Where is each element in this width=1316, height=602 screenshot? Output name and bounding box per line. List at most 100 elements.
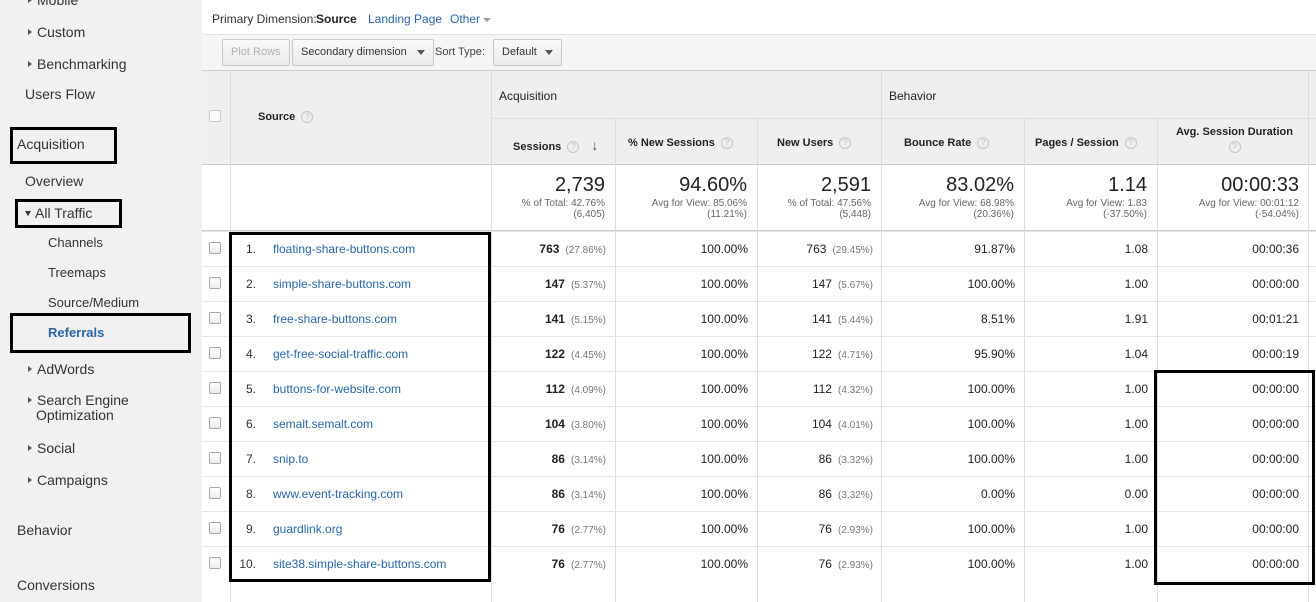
source-link[interactable]: get-free-social-traffic.com xyxy=(273,347,409,361)
nav-label: Overview xyxy=(25,173,84,189)
new-users-pct: (2.93%) xyxy=(837,560,873,571)
new-users-pct: (3.32%) xyxy=(837,490,873,501)
col-source-header[interactable]: Source? xyxy=(258,111,314,124)
nav-benchmarking[interactable]: Benchmarking xyxy=(28,56,127,72)
sessions-value: 76 xyxy=(551,557,565,571)
source-link[interactable]: guardlink.org xyxy=(273,522,343,536)
col-label: Pages / Session xyxy=(1035,137,1119,149)
col-sessions-header[interactable]: Sessions? ↓ xyxy=(513,137,599,154)
nav-label: Referrals xyxy=(48,325,105,340)
nav-all-traffic[interactable]: All Traffic xyxy=(25,205,92,221)
row-checkbox[interactable] xyxy=(209,347,221,359)
nav-adwords[interactable]: AdWords xyxy=(28,361,94,377)
summary-duration-note: Avg for View: 00:01:12 xyxy=(1198,198,1299,209)
summary-pages-total: (-37.50%) xyxy=(1103,209,1147,220)
nav-label: Users Flow xyxy=(25,86,96,102)
row-checkbox[interactable] xyxy=(209,242,221,254)
new-users-pct: (5.67%) xyxy=(837,280,873,291)
cell-pages: 1.00 xyxy=(1124,277,1148,291)
source-link[interactable]: free-share-buttons.com xyxy=(273,312,398,326)
nav-source-medium[interactable]: Source/Medium xyxy=(48,295,139,310)
source-link[interactable]: floating-share-buttons.com xyxy=(273,242,416,256)
row-checkbox[interactable] xyxy=(209,277,221,289)
nav-behavior[interactable]: Behavior xyxy=(17,522,72,538)
summary-new-sessions-note: Avg for View: 85.06% xyxy=(651,198,747,209)
source-link[interactable]: buttons-for-website.com xyxy=(273,382,402,396)
summary-duration: 00:00:33 xyxy=(1221,174,1299,196)
nav-conversions[interactable]: Conversions xyxy=(17,577,95,593)
cell-new-sessions: 100.00% xyxy=(700,487,748,501)
chevron-down-icon xyxy=(483,17,492,22)
plot-rows-button[interactable]: Plot Rows xyxy=(222,39,290,66)
cell-new-sessions: 100.00% xyxy=(700,522,748,536)
source-link[interactable]: snip.to xyxy=(273,452,309,466)
summary-pages-note: Avg for View: 1.83 xyxy=(1066,198,1147,209)
dimension-landing-page[interactable]: Landing Page xyxy=(368,12,443,26)
nav-label-line2: Optimization xyxy=(36,407,114,423)
new-users-value: 104 xyxy=(811,417,832,431)
help-icon[interactable]: ? xyxy=(720,137,733,150)
dimension-source[interactable]: Source xyxy=(316,12,357,26)
nav-acquisition[interactable]: Acquisition xyxy=(17,136,85,152)
col-new-sessions-header[interactable]: % New Sessions? xyxy=(628,137,733,150)
cell-new-users: 147 (5.67%) xyxy=(812,277,873,291)
col-pages-header[interactable]: Pages / Session? xyxy=(1035,137,1137,150)
cell-new-users: 86 (3.32%) xyxy=(819,487,873,501)
new-users-pct: (5.44%) xyxy=(837,315,873,326)
sessions-value: 76 xyxy=(551,522,565,536)
help-icon[interactable]: ? xyxy=(1228,141,1241,153)
help-icon[interactable]: ? xyxy=(567,141,580,154)
summary-new-sessions-total: (11.21%) xyxy=(707,209,747,220)
cell-bounce: 100.00% xyxy=(967,557,1015,571)
dimension-other[interactable]: Other xyxy=(450,12,492,26)
help-icon[interactable]: ? xyxy=(1124,137,1137,150)
help-icon[interactable]: ? xyxy=(839,137,852,150)
row-checkbox[interactable] xyxy=(209,452,221,464)
group-acquisition: Acquisition xyxy=(499,89,558,103)
nav-custom[interactable]: Custom xyxy=(28,24,85,40)
secondary-dimension-dropdown[interactable]: Secondary dimension xyxy=(292,39,434,66)
table-row: 8. www.event-tracking.com 86 (3.14%) 100.00%… xyxy=(202,476,1316,511)
cell-duration: 00:00:19 xyxy=(1252,347,1299,361)
dimension-other-label: Other xyxy=(450,12,481,26)
help-icon[interactable]: ? xyxy=(977,137,990,150)
source-link[interactable]: semalt.semalt.com xyxy=(273,417,374,431)
row-checkbox[interactable] xyxy=(209,557,221,569)
table-toolbar: Plot Rows Secondary dimension Sort Type:… xyxy=(202,34,1316,70)
expand-icon xyxy=(28,445,32,452)
sort-type-dropdown[interactable]: Default xyxy=(493,39,562,66)
row-checkbox[interactable] xyxy=(209,312,221,324)
sessions-value: 86 xyxy=(551,487,565,501)
row-checkbox[interactable] xyxy=(209,417,221,429)
sessions-pct: (2.77%) xyxy=(570,560,606,571)
nav-overview[interactable]: Overview xyxy=(25,173,83,189)
col-duration-header[interactable]: Avg. Session Duration? xyxy=(1172,126,1297,153)
row-checkbox[interactable] xyxy=(209,487,221,499)
row-number: 5. xyxy=(245,382,256,396)
col-label: Sessions xyxy=(513,141,562,153)
source-link[interactable]: simple-share-buttons.com xyxy=(273,277,412,291)
nav-users-flow[interactable]: Users Flow xyxy=(25,86,95,102)
select-all-checkbox[interactable] xyxy=(209,110,221,122)
nav-social[interactable]: Social xyxy=(28,440,75,456)
new-users-value: 76 xyxy=(818,522,832,536)
col-new-users-header[interactable]: New Users? xyxy=(777,137,852,150)
cell-sessions: 763 (27.86%) xyxy=(539,242,606,256)
help-icon[interactable]: ? xyxy=(301,111,314,124)
table-row: 2. simple-share-buttons.com 147 (5.37%) 100.… xyxy=(202,266,1316,301)
row-checkbox[interactable] xyxy=(209,522,221,534)
nav-seo[interactable]: Search Engine Optimization xyxy=(28,393,129,423)
nav-mobile[interactable]: Mobile xyxy=(28,0,78,8)
nav-label: Search Engine xyxy=(37,392,129,408)
nav-channels[interactable]: Channels xyxy=(48,235,103,250)
col-bounce-header[interactable]: Bounce Rate? xyxy=(904,137,990,150)
row-checkbox[interactable] xyxy=(209,382,221,394)
sort-desc-arrow-icon[interactable]: ↓ xyxy=(591,137,599,153)
source-link[interactable]: site38.simple-share-buttons.com xyxy=(273,557,447,571)
primary-dimension-bar: Primary Dimension: Source Landing Page O… xyxy=(202,0,1316,34)
nav-campaigns[interactable]: Campaigns xyxy=(28,472,108,488)
nav-treemaps[interactable]: Treemaps xyxy=(48,265,106,280)
nav-referrals[interactable]: Referrals xyxy=(48,325,104,340)
source-link[interactable]: www.event-tracking.com xyxy=(273,487,404,501)
cell-bounce: 100.00% xyxy=(967,522,1015,536)
